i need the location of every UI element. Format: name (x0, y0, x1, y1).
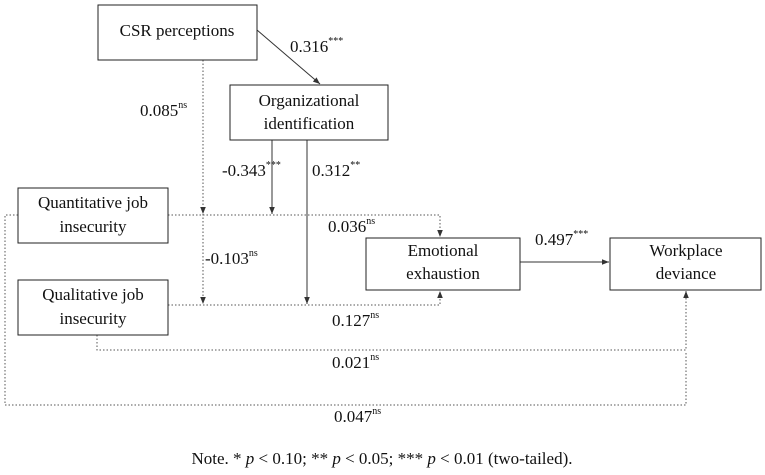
significance: ns (370, 352, 379, 363)
significance: ns (372, 406, 381, 417)
arrow (168, 291, 443, 306)
node-box (365, 237, 521, 291)
significance: ns (366, 216, 375, 227)
node-label: exhaustion (406, 264, 480, 283)
coefficient: 0.127 (332, 311, 371, 330)
edge-label: -0.103ns (205, 248, 258, 268)
node-box (229, 84, 389, 141)
significance: ns (249, 248, 258, 259)
edge-labels: 0.316***0.085ns-0.343*** 0.312**0.036ns-0… (140, 36, 588, 426)
node-label: Workplace (649, 241, 722, 260)
significance: ns (178, 100, 187, 111)
significance: *** (328, 36, 343, 47)
coefficient: -0.103 (205, 249, 249, 268)
edge-label: 0.497*** (535, 229, 588, 249)
node-label: CSR perceptions (120, 21, 235, 40)
edge-label: 0.316*** (290, 36, 343, 56)
coefficient: 0.021 (332, 353, 370, 372)
node-label: Emotional (408, 241, 479, 260)
significance: *** (266, 160, 281, 171)
note-part: p (331, 449, 341, 468)
coefficient: 0.085 (140, 101, 178, 120)
arrow (4, 214, 687, 406)
edge-label: 0.036ns (328, 216, 375, 236)
edge-label: 0.085ns (140, 100, 187, 120)
arrow (256, 29, 321, 85)
arrow (96, 291, 689, 351)
node-label: identification (264, 114, 355, 133)
node-label: insecurity (59, 309, 127, 328)
node-box (17, 279, 169, 336)
note: Note. * p < 0.10; ** p < 0.05; *** p < 0… (191, 449, 572, 468)
coefficient: 0.316 (290, 37, 328, 56)
edge-label: 0.127ns (332, 310, 379, 330)
node-label: deviance (656, 264, 716, 283)
edge-label: -0.343*** (222, 160, 281, 180)
node-label: Organizational (259, 91, 360, 110)
note-part: < 0.05; *** (341, 449, 428, 468)
node-box (17, 187, 169, 244)
note-part: p (426, 449, 436, 468)
coefficient: 0.036 (328, 217, 366, 236)
node-label: Quantitative job (38, 193, 148, 212)
connectors (4, 29, 689, 406)
node-box (609, 237, 762, 291)
edge-label: 0.047ns (334, 406, 381, 426)
coefficient: -0.343 (222, 161, 266, 180)
coefficient: 0.047 (334, 407, 373, 426)
note-part: Note. * (191, 449, 245, 468)
significance: ns (370, 310, 379, 321)
note-part: p (245, 449, 255, 468)
node-box (97, 4, 258, 61)
node-label: Qualitative job (42, 285, 144, 304)
note-part: < 0.10; ** (254, 449, 332, 468)
nodes: CSR perceptions Organizational identific… (17, 4, 762, 336)
coefficient: 0.312 (312, 161, 350, 180)
edge-label: 0.312** (312, 160, 360, 180)
edge-label: 0.021ns (332, 352, 379, 372)
node-label: insecurity (59, 217, 127, 236)
coefficient: 0.497 (535, 230, 574, 249)
significance: *** (573, 229, 588, 240)
arrow (168, 214, 443, 237)
significance: ** (350, 160, 360, 171)
note-part: < 0.01 (two-tailed). (436, 449, 573, 468)
